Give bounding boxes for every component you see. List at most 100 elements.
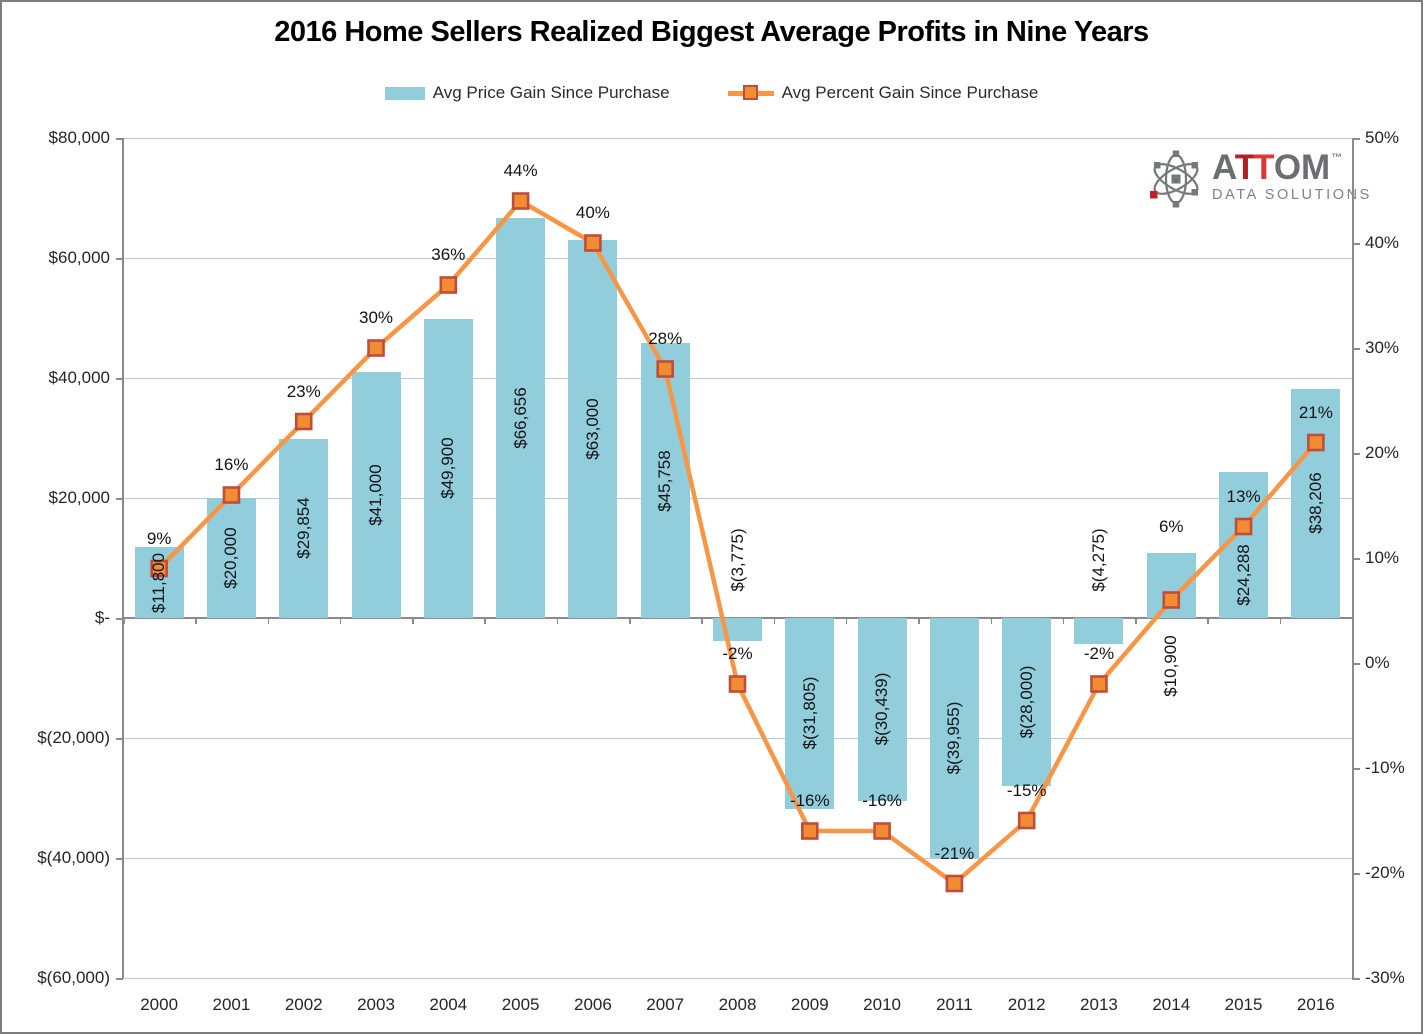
- y2-axis-tick: [1352, 453, 1360, 455]
- y-axis-label: $80,000: [48, 128, 110, 147]
- category-axis-tick: [845, 619, 848, 624]
- value-label-2012: $(28,000): [1016, 665, 1036, 739]
- y-axis-tick: [116, 378, 123, 380]
- value-label-2009: $(31,805): [799, 677, 819, 750]
- y2-axis-tick: [1352, 558, 1360, 560]
- y2-axis-tick: [1352, 243, 1360, 245]
- x-axis-label-2004: 2004: [429, 995, 468, 1014]
- category-axis-tick: [1352, 619, 1354, 624]
- gridline: [123, 858, 1352, 859]
- value-label-2005: $66,656: [510, 387, 530, 449]
- value-label-2011: $(39,955): [944, 701, 964, 775]
- y2-axis-label: 10%: [1365, 548, 1400, 567]
- x-axis-label-2006: 2006: [573, 995, 612, 1014]
- category-axis-tick: [556, 619, 559, 624]
- y-axis-tick: [116, 258, 123, 260]
- y2-axis-label: 50%: [1365, 128, 1400, 147]
- line-series-swatch-icon: [727, 85, 774, 101]
- y2-axis-tick: [1352, 663, 1360, 665]
- x-axis-label-2001: 2001: [212, 995, 251, 1014]
- x-axis-label-2015: 2015: [1224, 995, 1263, 1014]
- y2-axis-label: 40%: [1365, 233, 1400, 252]
- value-label-2004: $49,900: [438, 437, 458, 500]
- y-axis-tick: [116, 138, 123, 140]
- y2-axis-label: -30%: [1365, 968, 1405, 987]
- category-axis-tick: [1062, 619, 1065, 624]
- marker-2002: [294, 412, 313, 431]
- percent-label-2000: 9%: [146, 528, 172, 548]
- value-label-2010: $(30,439): [872, 672, 892, 746]
- value-label-2006: $63,000: [582, 398, 602, 460]
- category-axis-tick: [1207, 619, 1209, 624]
- marker-2005: [511, 192, 530, 210]
- x-axis-label-2013: 2013: [1080, 995, 1118, 1014]
- y-axis-label: $40,000: [48, 368, 110, 387]
- x-axis-label-2007: 2007: [646, 995, 685, 1014]
- y-axis-tick: [116, 498, 123, 500]
- bar-series-swatch-icon: [384, 86, 425, 100]
- attom-subtitle: DATA SOLUTIONS: [1212, 187, 1372, 203]
- marker-2010: [873, 822, 891, 840]
- percent-label-2011: -21%: [934, 843, 975, 863]
- y2-axis-tick: [1352, 978, 1360, 980]
- category-axis-tick: [412, 619, 414, 624]
- x-axis-label-2016: 2016: [1296, 995, 1335, 1014]
- percent-label-2005: 44%: [503, 161, 538, 180]
- marker-2013: [1090, 675, 1108, 693]
- marker-2011: [945, 874, 964, 893]
- percent-label-2008: -2%: [722, 644, 753, 663]
- marker-2012: [1017, 811, 1036, 830]
- y-axis-label: $60,000: [48, 248, 110, 267]
- y2-axis-tick: [1352, 138, 1360, 140]
- marker-2003: [367, 339, 385, 357]
- x-axis-label-2008: 2008: [718, 995, 757, 1014]
- percent-label-2010: -16%: [862, 791, 902, 810]
- y2-axis-label: 30%: [1365, 338, 1400, 357]
- attom-atom-icon: [1150, 150, 1199, 208]
- percent-label-2004: 36%: [431, 245, 466, 264]
- category-axis-tick: [1279, 619, 1282, 624]
- percent-label-2016: 21%: [1298, 402, 1333, 422]
- x-axis-label-2010: 2010: [863, 995, 901, 1014]
- percent-label-2012: -15%: [1006, 780, 1047, 800]
- category-axis-tick: [918, 619, 920, 624]
- value-label-2001: $20,000: [221, 527, 241, 589]
- category-axis-tick: [195, 619, 197, 624]
- marker-2008: [728, 675, 747, 693]
- category-axis-tick: [990, 619, 993, 624]
- legend-item-percent-gain: Avg Percent Gain Since Purchase: [727, 83, 1039, 103]
- logo-red-square: [1150, 191, 1158, 199]
- attom-wordmark: ATTOM™ DATA SOLUTIONS: [1212, 148, 1372, 203]
- x-axis-label-2003: 2003: [357, 995, 395, 1014]
- x-axis-label-2014: 2014: [1152, 995, 1191, 1014]
- value-label-2000: $11,800: [149, 552, 169, 613]
- y-axis-tick: [116, 858, 123, 860]
- value-label-2003: $41,000: [366, 464, 386, 526]
- legend-item-price-gain: Avg Price Gain Since Purchase: [384, 83, 670, 103]
- x-axis-label-2009: 2009: [790, 995, 829, 1014]
- category-axis-tick: [773, 619, 776, 624]
- value-label-2015: $24,288: [1233, 544, 1253, 606]
- marker-2009: [800, 822, 819, 840]
- gridline: [123, 258, 1352, 259]
- right-axis-line: [1352, 138, 1354, 978]
- y-axis-tick: [116, 978, 123, 980]
- y-axis-label: $(60,000): [37, 968, 110, 987]
- y2-axis-label: 0%: [1365, 653, 1390, 672]
- value-label-2002: $29,854: [293, 497, 313, 560]
- percent-label-2002: 23%: [286, 381, 321, 401]
- category-axis-tick: [484, 619, 486, 624]
- y2-axis-label: -10%: [1365, 758, 1405, 777]
- value-label-2008: $(3,775): [727, 527, 747, 592]
- percent-label-2014: 6%: [1158, 517, 1184, 536]
- x-axis-label-2012: 2012: [1007, 995, 1046, 1014]
- legend-label-percent-gain: Avg Percent Gain Since Purchase: [781, 83, 1039, 102]
- y-axis-tick: [116, 738, 123, 740]
- y2-axis-label: -20%: [1365, 863, 1405, 882]
- value-label-2013: $(4,275): [1088, 527, 1108, 592]
- gridline: [123, 978, 1352, 979]
- category-axis-tick: [629, 619, 631, 624]
- percent-label-2009: -16%: [789, 791, 830, 810]
